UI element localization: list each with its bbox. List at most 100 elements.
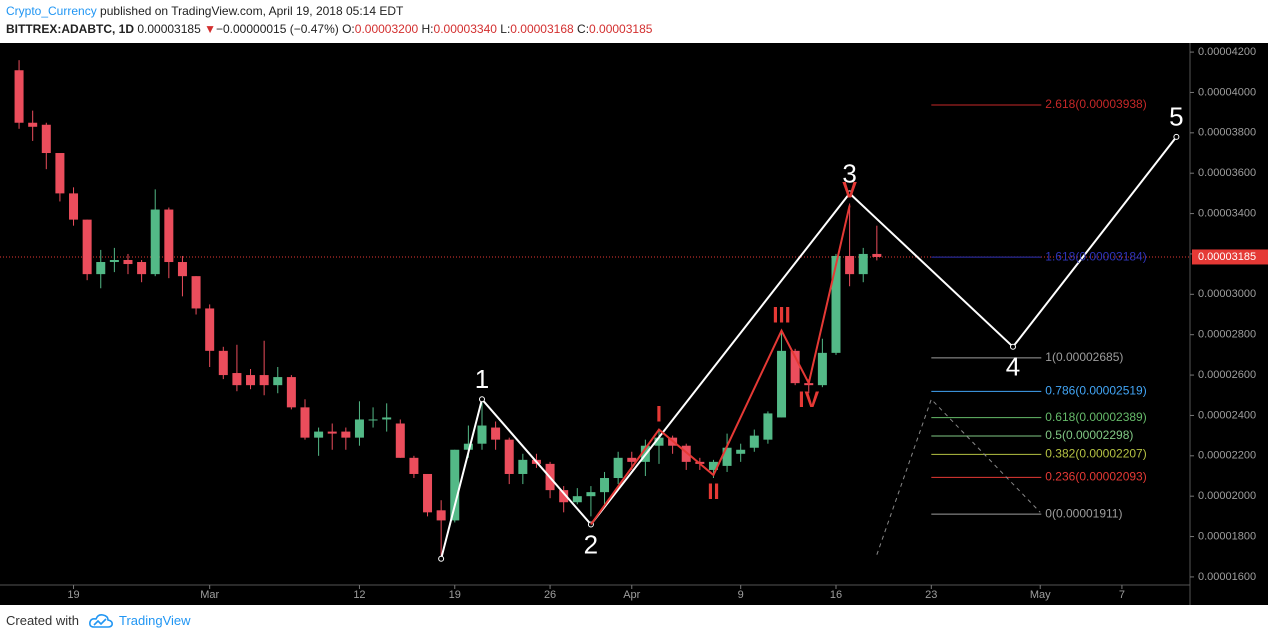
candle-body	[191, 276, 201, 309]
published: published on TradingView.com, April 19, …	[100, 4, 404, 18]
x-tick-label: 19	[67, 589, 79, 601]
x-tick-label: 12	[353, 589, 365, 601]
candle-body	[559, 490, 569, 503]
fib-label: 0.618(0.00002389)	[1045, 410, 1146, 424]
y-tick-label: 0.00002800	[1198, 329, 1256, 341]
ohlc-value: 0.00003200	[354, 22, 419, 36]
candle-body	[423, 473, 433, 513]
fib-label: 0.236(0.00002093)	[1045, 470, 1146, 484]
ohlc-h: H:0.00003340	[422, 22, 497, 36]
candle-body	[763, 413, 773, 440]
fib-label: 0(0.00001911)	[1045, 506, 1122, 520]
candle-body	[518, 459, 528, 474]
candle-body	[314, 431, 324, 438]
wave-point	[1009, 343, 1016, 350]
y-tick-label: 0.00003400	[1198, 207, 1256, 219]
y-tick-label: 0.00004000	[1198, 86, 1256, 98]
candle-body	[177, 262, 187, 277]
y-tick-label: 0.00003600	[1198, 167, 1256, 179]
candle-body	[273, 377, 283, 386]
candle-body	[845, 255, 855, 275]
x-tick-label: 16	[830, 589, 842, 601]
wave-line	[440, 136, 1178, 560]
candle-body	[463, 443, 473, 450]
wave-label: 3	[842, 158, 856, 188]
y-tick-label: 0.00001600	[1198, 571, 1256, 583]
candle-body	[831, 255, 841, 353]
candle-body	[654, 437, 664, 446]
candle-body	[777, 350, 787, 418]
candle-body	[409, 457, 419, 474]
candle-body	[137, 262, 147, 275]
wave-line	[590, 205, 851, 526]
x-tick-label: 7	[1119, 589, 1125, 601]
wave-label: II	[707, 479, 719, 504]
chart: 0.00001600 0.00001800 0.00002000 0.00002200…	[0, 43, 1268, 605]
plot-background	[0, 43, 1268, 605]
x-tick-label: Mar	[200, 589, 219, 601]
plot	[0, 60, 1190, 562]
ohlc-label: O:	[342, 22, 355, 36]
change-arrow: ▼	[204, 22, 216, 36]
candle-body	[722, 447, 732, 466]
candle-body	[109, 260, 119, 263]
fib-label: 1(0.00002685)	[1045, 350, 1123, 364]
last-price-label: 0.00003185	[1198, 251, 1256, 263]
fib-label: 0.786(0.00002519)	[1045, 384, 1146, 398]
candle-body	[572, 496, 582, 503]
candle-body	[872, 253, 882, 257]
ohlc-value: 0.00003340	[433, 22, 497, 36]
candle-body	[218, 350, 228, 376]
logo	[89, 613, 113, 628]
candle-body	[55, 153, 65, 194]
candle-body	[736, 449, 746, 454]
candle-body	[395, 423, 405, 458]
x-tick-label: 26	[544, 589, 556, 601]
candle-body	[28, 122, 38, 127]
ohlc-label: L:	[500, 22, 511, 36]
candle-body	[341, 431, 351, 438]
ohlc-label: H:	[421, 22, 434, 36]
ohlc-label: C:	[577, 22, 590, 36]
candle-body	[749, 435, 759, 448]
brand[interactable]: TradingView	[118, 613, 191, 628]
y-tick-label: 0.00003000	[1198, 288, 1256, 300]
wave-label: 1	[475, 364, 489, 394]
candle-body	[368, 419, 378, 421]
candle-body	[436, 510, 446, 521]
wave-point	[1173, 133, 1180, 140]
publisher[interactable]: Crypto_Currency	[6, 4, 97, 18]
candle-body	[96, 262, 106, 275]
candle-body	[858, 253, 868, 275]
candle-body	[491, 427, 501, 440]
x-tick-label: 19	[449, 589, 461, 601]
wave-label: V	[842, 177, 857, 202]
candle-body	[150, 209, 160, 275]
candle-body	[817, 352, 827, 386]
candle-body	[586, 492, 596, 497]
symbol: BITTREX:ADABTC, 1D	[6, 22, 134, 36]
wave-label: I	[656, 401, 662, 426]
created-with: Created with	[6, 613, 79, 628]
candle-body	[246, 375, 256, 386]
y-tick-label: 0.00001800	[1198, 530, 1256, 542]
symbol-line: BITTREX:ADABTC, 1D 0.00003185 ▼−0.000000…	[6, 22, 652, 36]
wave-point	[478, 396, 485, 403]
candle-body	[205, 308, 215, 351]
candle-body	[41, 124, 51, 154]
candle-body	[708, 461, 718, 470]
wave-label: 4	[1006, 352, 1020, 382]
candle-body	[14, 70, 24, 123]
candle-body	[504, 439, 514, 474]
y-tick-label: 0.00002200	[1198, 450, 1256, 462]
y-tick-label: 0.00003800	[1198, 127, 1256, 139]
x-tick-label: 23	[925, 589, 937, 601]
publish-line: Crypto_Currency published on TradingView…	[6, 4, 403, 18]
footer: Created with TradingView	[6, 613, 191, 628]
candle-body	[327, 431, 337, 434]
change: −0.00000015 (−0.47%)	[215, 22, 339, 36]
candle-body	[300, 407, 310, 438]
x-tick-label: Apr	[623, 589, 640, 601]
wave-label: IV	[798, 387, 819, 412]
candle-body	[82, 219, 92, 275]
